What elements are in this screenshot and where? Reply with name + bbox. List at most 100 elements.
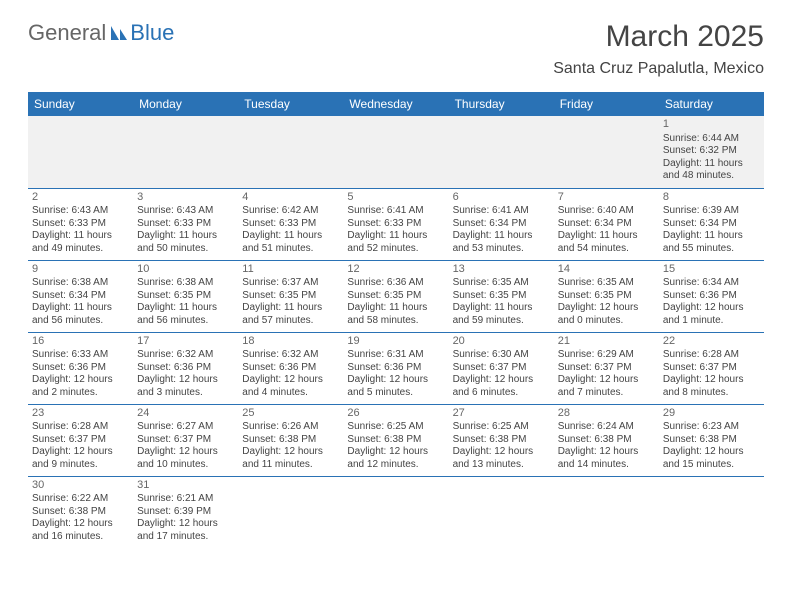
weekday-header: Wednesday	[343, 92, 448, 116]
sunset-line: Sunset: 6:38 PM	[558, 434, 655, 447]
sunset-line: Sunset: 6:34 PM	[558, 218, 655, 231]
calendar-row: 23Sunrise: 6:28 AMSunset: 6:37 PMDayligh…	[28, 404, 764, 476]
sunset-line: Sunset: 6:38 PM	[242, 434, 339, 447]
sunrise-line: Sunrise: 6:32 AM	[137, 349, 234, 362]
day-number: 11	[242, 263, 339, 277]
calendar-cell	[554, 116, 659, 188]
daylight-line: Daylight: 12 hours and 11 minutes.	[242, 446, 339, 471]
daylight-line: Daylight: 11 hours and 57 minutes.	[242, 302, 339, 327]
day-number: 14	[558, 263, 655, 277]
calendar-cell	[343, 116, 448, 188]
weekday-header-row: Sunday Monday Tuesday Wednesday Thursday…	[28, 92, 764, 116]
sunset-line: Sunset: 6:33 PM	[137, 218, 234, 231]
daylight-line: Daylight: 12 hours and 4 minutes.	[242, 374, 339, 399]
weekday-header: Monday	[133, 92, 238, 116]
calendar-row: 30Sunrise: 6:22 AMSunset: 6:38 PMDayligh…	[28, 476, 764, 548]
sunset-line: Sunset: 6:35 PM	[347, 290, 444, 303]
sunset-line: Sunset: 6:37 PM	[137, 434, 234, 447]
calendar-cell	[449, 116, 554, 188]
sunset-line: Sunset: 6:36 PM	[137, 362, 234, 375]
sunset-line: Sunset: 6:37 PM	[453, 362, 550, 375]
sunset-line: Sunset: 6:36 PM	[32, 362, 129, 375]
sunset-line: Sunset: 6:33 PM	[242, 218, 339, 231]
daylight-line: Daylight: 12 hours and 9 minutes.	[32, 446, 129, 471]
calendar-cell	[133, 116, 238, 188]
daylight-line: Daylight: 11 hours and 53 minutes.	[453, 230, 550, 255]
day-number: 5	[347, 191, 444, 205]
sunset-line: Sunset: 6:38 PM	[32, 506, 129, 519]
day-number: 18	[242, 335, 339, 349]
calendar-row: 9Sunrise: 6:38 AMSunset: 6:34 PMDaylight…	[28, 260, 764, 332]
calendar-cell: 2Sunrise: 6:43 AMSunset: 6:33 PMDaylight…	[28, 188, 133, 260]
logo: General Blue	[28, 20, 174, 46]
day-number: 12	[347, 263, 444, 277]
calendar-cell: 26Sunrise: 6:25 AMSunset: 6:38 PMDayligh…	[343, 404, 448, 476]
day-number: 13	[453, 263, 550, 277]
sunrise-line: Sunrise: 6:44 AM	[663, 133, 760, 146]
calendar-cell: 3Sunrise: 6:43 AMSunset: 6:33 PMDaylight…	[133, 188, 238, 260]
sunrise-line: Sunrise: 6:23 AM	[663, 421, 760, 434]
calendar-cell: 17Sunrise: 6:32 AMSunset: 6:36 PMDayligh…	[133, 332, 238, 404]
sunset-line: Sunset: 6:38 PM	[453, 434, 550, 447]
sunset-line: Sunset: 6:36 PM	[347, 362, 444, 375]
location: Santa Cruz Papalutla, Mexico	[553, 60, 764, 78]
sunset-line: Sunset: 6:38 PM	[347, 434, 444, 447]
sunrise-line: Sunrise: 6:37 AM	[242, 277, 339, 290]
daylight-line: Daylight: 12 hours and 17 minutes.	[137, 518, 234, 543]
calendar-cell: 14Sunrise: 6:35 AMSunset: 6:35 PMDayligh…	[554, 260, 659, 332]
sunrise-line: Sunrise: 6:28 AM	[663, 349, 760, 362]
sunset-line: Sunset: 6:38 PM	[663, 434, 760, 447]
calendar-cell	[659, 476, 764, 548]
daylight-line: Daylight: 12 hours and 7 minutes.	[558, 374, 655, 399]
daylight-line: Daylight: 11 hours and 51 minutes.	[242, 230, 339, 255]
day-number: 9	[32, 263, 129, 277]
sunrise-line: Sunrise: 6:24 AM	[558, 421, 655, 434]
sunset-line: Sunset: 6:34 PM	[663, 218, 760, 231]
page-title: March 2025	[553, 20, 764, 54]
day-number: 6	[453, 191, 550, 205]
weekday-header: Tuesday	[238, 92, 343, 116]
day-number: 8	[663, 191, 760, 205]
sunrise-line: Sunrise: 6:27 AM	[137, 421, 234, 434]
sunset-line: Sunset: 6:37 PM	[32, 434, 129, 447]
sunrise-line: Sunrise: 6:28 AM	[32, 421, 129, 434]
sunrise-line: Sunrise: 6:22 AM	[32, 493, 129, 506]
day-number: 21	[558, 335, 655, 349]
sunrise-line: Sunrise: 6:41 AM	[347, 205, 444, 218]
sunrise-line: Sunrise: 6:30 AM	[453, 349, 550, 362]
daylight-line: Daylight: 12 hours and 6 minutes.	[453, 374, 550, 399]
sunset-line: Sunset: 6:34 PM	[453, 218, 550, 231]
calendar-cell: 19Sunrise: 6:31 AMSunset: 6:36 PMDayligh…	[343, 332, 448, 404]
weekday-header: Saturday	[659, 92, 764, 116]
calendar-cell: 24Sunrise: 6:27 AMSunset: 6:37 PMDayligh…	[133, 404, 238, 476]
calendar-cell: 16Sunrise: 6:33 AMSunset: 6:36 PMDayligh…	[28, 332, 133, 404]
daylight-line: Daylight: 11 hours and 49 minutes.	[32, 230, 129, 255]
calendar-cell: 9Sunrise: 6:38 AMSunset: 6:34 PMDaylight…	[28, 260, 133, 332]
day-number: 15	[663, 263, 760, 277]
sunrise-line: Sunrise: 6:43 AM	[32, 205, 129, 218]
daylight-line: Daylight: 11 hours and 48 minutes.	[663, 158, 760, 183]
calendar-cell: 10Sunrise: 6:38 AMSunset: 6:35 PMDayligh…	[133, 260, 238, 332]
sunrise-line: Sunrise: 6:33 AM	[32, 349, 129, 362]
calendar-cell: 31Sunrise: 6:21 AMSunset: 6:39 PMDayligh…	[133, 476, 238, 548]
sunrise-line: Sunrise: 6:35 AM	[558, 277, 655, 290]
daylight-line: Daylight: 11 hours and 55 minutes.	[663, 230, 760, 255]
calendar-cell: 23Sunrise: 6:28 AMSunset: 6:37 PMDayligh…	[28, 404, 133, 476]
header: General Blue March 2025 Santa Cruz Papal…	[28, 20, 764, 78]
sunset-line: Sunset: 6:35 PM	[242, 290, 339, 303]
daylight-line: Daylight: 11 hours and 59 minutes.	[453, 302, 550, 327]
day-number: 26	[347, 407, 444, 421]
sunrise-line: Sunrise: 6:38 AM	[137, 277, 234, 290]
daylight-line: Daylight: 12 hours and 10 minutes.	[137, 446, 234, 471]
daylight-line: Daylight: 11 hours and 56 minutes.	[32, 302, 129, 327]
calendar-cell	[449, 476, 554, 548]
sunset-line: Sunset: 6:33 PM	[32, 218, 129, 231]
sunrise-line: Sunrise: 6:25 AM	[347, 421, 444, 434]
day-number: 4	[242, 191, 339, 205]
logo-sail-icon	[109, 24, 129, 42]
calendar-cell	[238, 476, 343, 548]
daylight-line: Daylight: 12 hours and 16 minutes.	[32, 518, 129, 543]
sunrise-line: Sunrise: 6:32 AM	[242, 349, 339, 362]
daylight-line: Daylight: 12 hours and 5 minutes.	[347, 374, 444, 399]
daylight-line: Daylight: 11 hours and 56 minutes.	[137, 302, 234, 327]
